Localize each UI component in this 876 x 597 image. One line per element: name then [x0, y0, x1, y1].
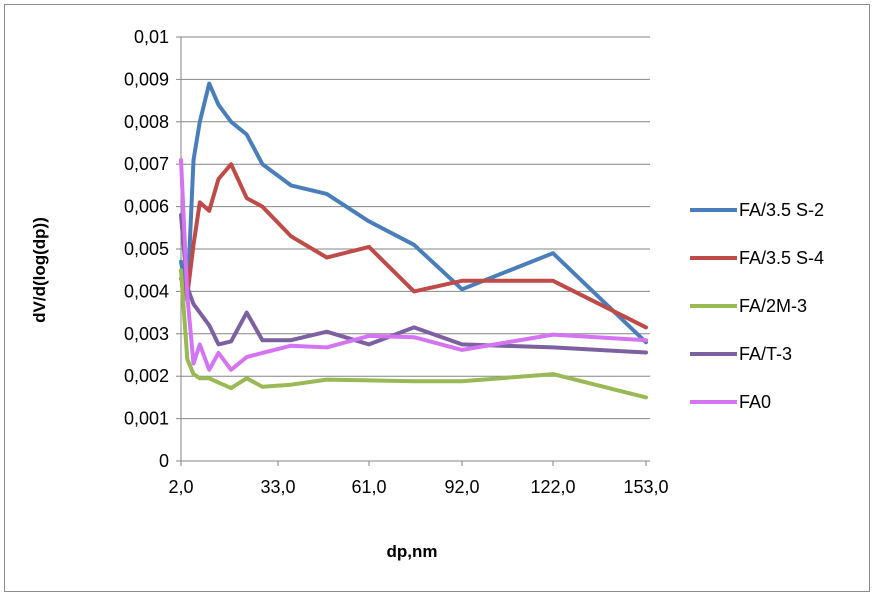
y-axis-title: dV/d(log(dp)): [30, 217, 49, 323]
y-tick-label: 0,004: [124, 281, 169, 301]
x-tick-label: 2,0: [168, 477, 193, 497]
x-tick-label: 153,0: [623, 477, 668, 497]
x-axis-title: dp,nm: [387, 542, 438, 561]
y-tick-label: 0,001: [124, 409, 169, 429]
y-tick-label: 0,007: [124, 154, 169, 174]
legend-label: FA/3.5 S-2: [739, 200, 824, 220]
y-tick-label: 0,006: [124, 197, 169, 217]
y-tick-label: 0,008: [124, 112, 169, 132]
legend: FA/3.5 S-2 FA/3.5 S-4 FA/2M-3 FA/T-3 FA0: [690, 200, 824, 412]
y-tick-label: 0: [159, 451, 169, 471]
y-tick-label: 0,002: [124, 366, 169, 386]
legend-label: FA/3.5 S-4: [739, 248, 824, 268]
y-tick-label: 0,003: [124, 324, 169, 344]
legend-label: FA/2M-3: [739, 296, 807, 316]
x-tick-label: 92,0: [444, 477, 479, 497]
legend-label: FA0: [739, 392, 771, 412]
series-line-3: [179, 268, 648, 400]
series-line-1: [179, 81, 648, 345]
series-line-4: [179, 213, 648, 355]
y-tick-label: 0,005: [124, 239, 169, 259]
x-tick-label: 33,0: [260, 477, 295, 497]
x-tick-label: 122,0: [530, 477, 575, 497]
gridlines: [181, 36, 650, 420]
tick-labels: 0 0,001 0,002 0,003 0,004 0,005 0,006 0,007 0,00…: [124, 27, 669, 497]
series-lines: [179, 81, 648, 400]
legend-label: FA/T-3: [739, 344, 792, 364]
y-tick-label: 0,01: [134, 27, 169, 47]
axes: [176, 36, 650, 466]
x-tick-label: 61,0: [351, 477, 386, 497]
y-tick-label: 0,009: [124, 69, 169, 89]
chart-frame: [4, 4, 870, 592]
series-line-2: [179, 162, 648, 330]
series-line-5: [179, 158, 648, 372]
